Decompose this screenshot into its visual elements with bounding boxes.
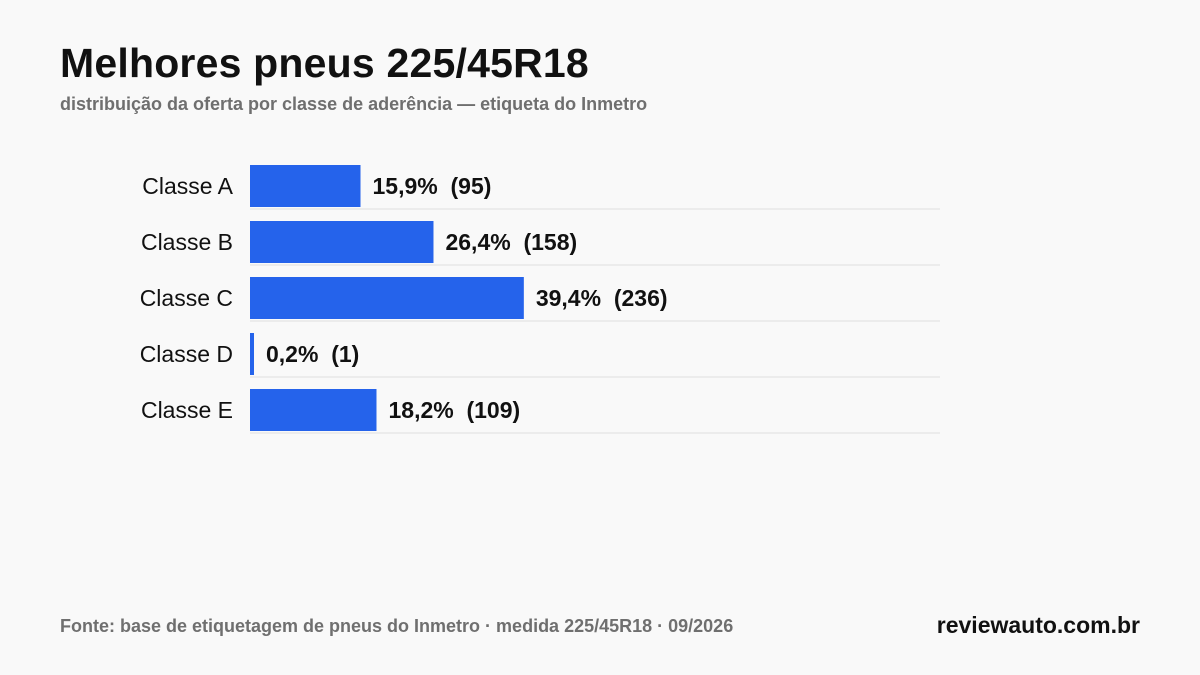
bar bbox=[250, 389, 377, 431]
bar-row: Classe A 15,9% (95) bbox=[142, 165, 940, 210]
bar bbox=[250, 221, 434, 263]
brand-logo-text: reviewauto.com.br bbox=[936, 612, 1140, 638]
chart-title: Melhores pneus 225/45R18 bbox=[60, 40, 589, 86]
category-label: Classe A bbox=[142, 173, 233, 199]
value-label: 26,4% (158) bbox=[445, 229, 577, 255]
value-label: 39,4% (236) bbox=[536, 285, 668, 311]
chart-subtitle: distribuição da oferta por classe de ade… bbox=[60, 94, 648, 114]
bar bbox=[250, 333, 254, 375]
bar-row: Classe E 18,2% (109) bbox=[141, 389, 940, 434]
bar-row: Classe B 26,4% (158) bbox=[141, 221, 940, 266]
value-label: 18,2% (109) bbox=[388, 397, 520, 423]
category-label: Classe C bbox=[140, 285, 233, 311]
value-label: 15,9% (95) bbox=[373, 173, 492, 199]
category-label: Classe B bbox=[141, 229, 233, 255]
bar bbox=[250, 277, 524, 319]
category-label: Classe D bbox=[140, 341, 233, 367]
bar bbox=[250, 165, 361, 207]
bar-row: Classe C 39,4% (236) bbox=[140, 277, 940, 322]
source-note: Fonte: base de etiquetagem de pneus do I… bbox=[60, 616, 734, 636]
value-label: 0,2% (1) bbox=[266, 341, 359, 367]
bar-row: Classe D 0,2% (1) bbox=[140, 333, 940, 378]
category-label: Classe E bbox=[141, 397, 233, 423]
